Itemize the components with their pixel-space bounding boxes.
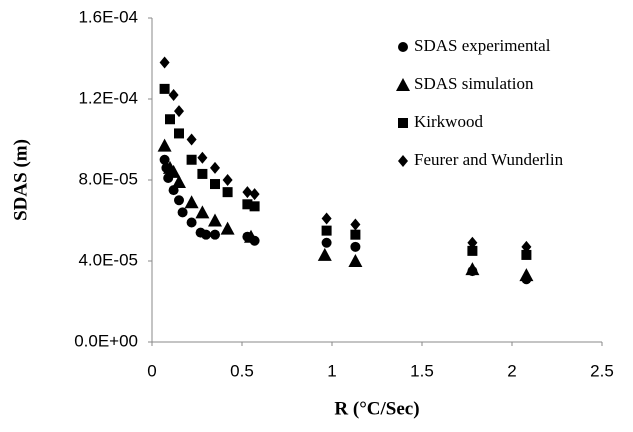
data-point	[186, 154, 197, 165]
data-point	[177, 207, 188, 218]
data-point	[467, 245, 478, 256]
data-point	[249, 201, 260, 212]
data-point	[208, 213, 222, 227]
data-point	[159, 154, 170, 165]
data-point	[174, 128, 184, 139]
data-point	[467, 236, 478, 249]
data-point	[321, 225, 332, 236]
data-point	[242, 199, 253, 210]
legend-label: Kirkwood	[414, 112, 483, 131]
data-point	[157, 138, 172, 152]
data-point	[321, 237, 332, 248]
legend-label: SDAS experimental	[414, 36, 551, 55]
data-point	[321, 212, 332, 225]
legend-marker	[398, 155, 408, 167]
data-point	[244, 229, 258, 243]
data-point	[159, 83, 170, 94]
data-point	[166, 164, 181, 178]
x-tick-label: 1	[327, 361, 336, 380]
y-tick-label: 1.2E-04	[78, 88, 138, 107]
data-point	[242, 186, 253, 199]
data-point	[220, 221, 235, 235]
x-tick-label: 1.5	[410, 361, 434, 380]
x-axis-label: R (°C/Sec)	[334, 398, 419, 419]
data-point	[222, 174, 233, 186]
data-point	[195, 205, 210, 219]
data-point	[210, 161, 220, 174]
x-tick-label: 2.5	[590, 361, 614, 380]
data-point	[197, 151, 208, 164]
data-point	[521, 240, 532, 253]
data-point	[201, 229, 211, 240]
y-axis-label: SDAS (m)	[10, 139, 31, 221]
data-point	[350, 241, 361, 252]
data-point	[168, 88, 179, 101]
x-tick-label: 2	[507, 361, 516, 380]
legend-marker	[398, 118, 408, 128]
x-tick-label: 0	[147, 361, 156, 380]
data-point	[521, 249, 532, 260]
legend-label: Feurer and Wunderlin	[414, 150, 564, 169]
y-tick-label: 4.0E-05	[78, 250, 138, 269]
data-point	[165, 114, 175, 125]
y-tick-label: 0.0E+00	[74, 331, 138, 350]
data-point	[197, 168, 208, 179]
data-point	[186, 217, 197, 228]
data-point	[350, 229, 361, 240]
data-point	[465, 262, 480, 276]
data-point	[159, 56, 170, 69]
data-point	[210, 179, 220, 190]
legend-label: SDAS simulation	[414, 74, 534, 93]
y-tick-label: 1.6E-04	[78, 7, 138, 26]
data-point	[222, 187, 233, 198]
data-point	[348, 254, 363, 267]
x-tick-label: 0.5	[230, 361, 254, 380]
data-point	[186, 133, 197, 146]
data-point	[317, 247, 332, 261]
data-point	[172, 175, 186, 189]
data-point	[519, 268, 534, 282]
data-point	[210, 229, 220, 240]
y-tick-label: 8.0E-05	[78, 169, 138, 188]
data-point	[184, 195, 199, 209]
data-point	[249, 188, 260, 201]
data-point	[350, 218, 361, 231]
legend-marker	[396, 78, 410, 91]
data-point	[174, 195, 184, 206]
data-point	[174, 105, 184, 118]
legend-marker	[398, 42, 408, 52]
